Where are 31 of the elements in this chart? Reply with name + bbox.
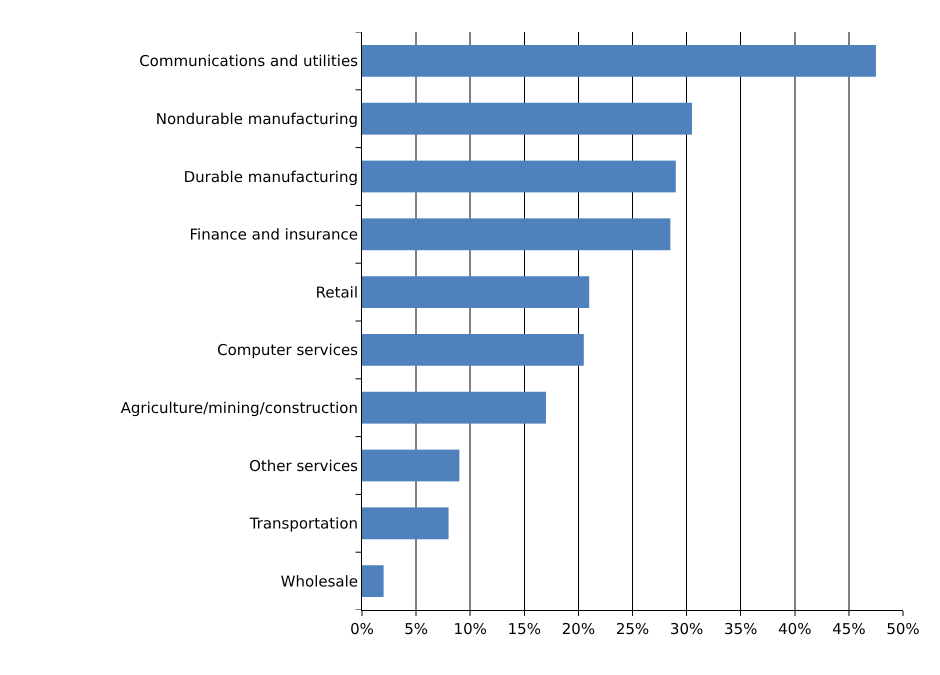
bar [362, 276, 590, 308]
bar [362, 334, 584, 366]
y-tick-label: Wholesale [280, 572, 358, 590]
x-tick-label: 10% [454, 620, 487, 638]
y-tick-label: Retail [316, 283, 358, 302]
y-tick-label: Nondurable manufacturing [156, 110, 358, 128]
bar [362, 160, 676, 192]
x-tick-label: 50% [886, 620, 920, 638]
x-tick-label: 5% [404, 620, 428, 638]
x-tick-label: 15% [508, 620, 541, 638]
x-tick-label: 25% [616, 620, 650, 638]
x-tick-label: 40% [778, 620, 812, 638]
bar [362, 507, 449, 540]
x-tick-label: 0% [350, 620, 374, 638]
y-tick-label: Finance and insurance [190, 226, 358, 244]
bar [362, 392, 546, 424]
bar [362, 102, 692, 135]
x-tick-label: 30% [670, 620, 704, 638]
bar [362, 450, 460, 482]
y-tick-label: Transportation [248, 514, 358, 533]
x-tick-label: 35% [724, 620, 758, 638]
y-tick-label: Other services [249, 456, 358, 475]
y-tick-label: Agriculture/mining/construction [120, 398, 358, 417]
bar [362, 45, 876, 77]
x-tick-label: 20% [562, 620, 596, 638]
bar [362, 218, 670, 250]
y-tick-label: Durable manufacturing [184, 168, 358, 186]
y-tick-label: Communications and utilities [139, 52, 358, 70]
x-tick-label: 45% [832, 620, 866, 638]
y-tick-label: Computer services [217, 341, 358, 360]
bar [362, 565, 384, 597]
